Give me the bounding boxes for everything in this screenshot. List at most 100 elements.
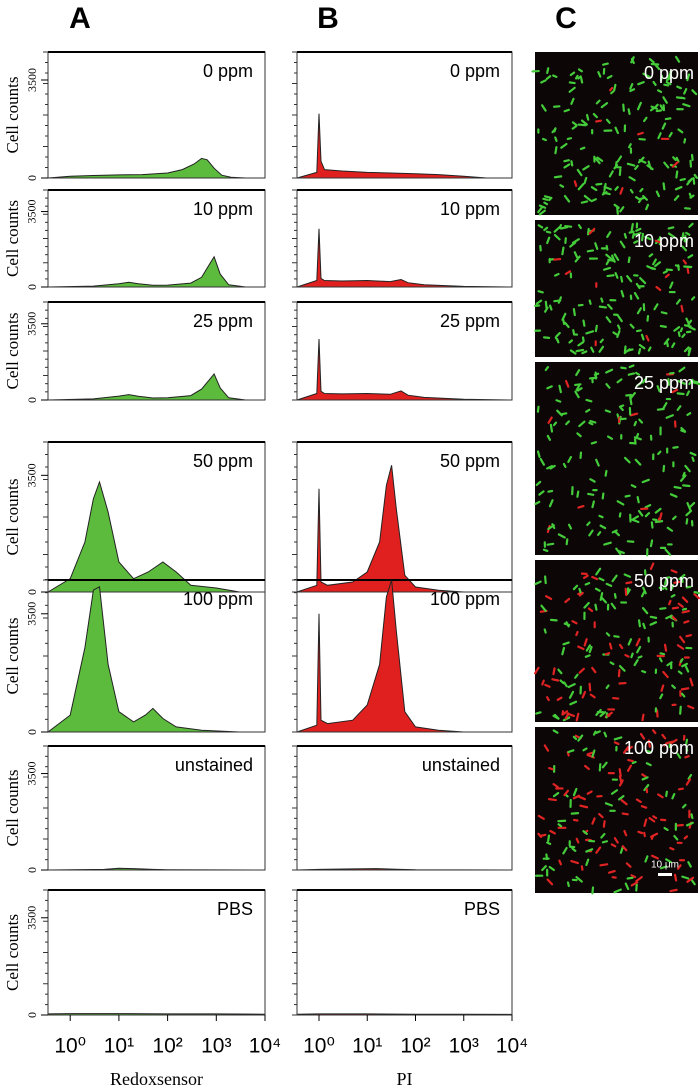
- cell: [620, 366, 627, 370]
- cell: [598, 345, 605, 353]
- cell: [567, 683, 576, 689]
- cell: [618, 768, 622, 778]
- cell: [667, 70, 673, 80]
- panel-label: B: [317, 2, 339, 35]
- cell: [654, 103, 659, 109]
- cell: [547, 416, 553, 424]
- y-axis-label: Cell counts: [3, 313, 22, 390]
- cell: [685, 518, 689, 525]
- cell: [553, 226, 561, 233]
- cell: [583, 176, 588, 185]
- cell: [576, 490, 580, 498]
- cell: [650, 521, 654, 529]
- cell: [623, 456, 631, 464]
- cell: [681, 596, 689, 603]
- cell: [588, 645, 593, 654]
- cell: [558, 859, 562, 866]
- cell: [671, 792, 676, 800]
- cell: [649, 539, 654, 548]
- cell: [599, 524, 607, 530]
- cell: [681, 609, 690, 614]
- cell: [607, 435, 614, 440]
- cell: [676, 823, 684, 827]
- histogram-fill: [297, 465, 464, 592]
- cell: [585, 330, 595, 335]
- cell: [572, 787, 578, 797]
- cell: [665, 858, 672, 864]
- cell: [537, 814, 545, 820]
- cell: [663, 83, 670, 87]
- cell: [677, 128, 684, 134]
- cell: [624, 882, 630, 891]
- cell: [672, 446, 679, 449]
- cell: [644, 235, 652, 241]
- cell: [693, 591, 700, 595]
- cell: [595, 182, 603, 186]
- cell: [621, 845, 628, 852]
- cell: [548, 304, 553, 311]
- cell: [548, 767, 554, 771]
- cell: [662, 670, 669, 679]
- cell: [572, 735, 578, 741]
- cell: [626, 876, 634, 880]
- x-tick-label: 10³: [201, 1035, 231, 1058]
- cell: [627, 256, 631, 264]
- cell: [562, 641, 570, 646]
- cell: [652, 80, 657, 86]
- cell: [668, 131, 673, 138]
- cell: [588, 376, 598, 380]
- cell: [611, 574, 618, 583]
- cell: [647, 346, 652, 352]
- cell: [691, 89, 698, 96]
- cells: [534, 364, 700, 557]
- cell: [685, 317, 691, 326]
- cell: [590, 346, 595, 353]
- annotation: PBS: [217, 899, 253, 919]
- cell: [638, 196, 646, 201]
- cell: [582, 747, 588, 752]
- cell: [686, 267, 690, 274]
- cell: [562, 710, 569, 716]
- cell: [660, 684, 665, 692]
- y-tick-label: 0: [25, 867, 39, 873]
- cell: [651, 729, 657, 735]
- cell: [643, 818, 648, 827]
- cell: [620, 799, 628, 806]
- cell: [683, 346, 690, 353]
- cell: [628, 230, 635, 234]
- cell: [678, 573, 686, 580]
- cell: [672, 156, 677, 162]
- cell: [688, 192, 693, 199]
- x-tick-label: 10¹: [352, 1035, 382, 1058]
- cell: [665, 790, 668, 798]
- cell: [686, 73, 691, 82]
- cell: [534, 500, 541, 506]
- cell: [535, 711, 542, 715]
- cell: [665, 576, 671, 580]
- y-tick-label: 0: [25, 397, 39, 403]
- cell: [679, 177, 686, 182]
- cell: [580, 865, 584, 871]
- cell: [614, 185, 619, 191]
- cell: [540, 104, 547, 112]
- cell: [683, 234, 687, 243]
- cell: [645, 749, 652, 753]
- cell: [564, 379, 570, 388]
- cell: [595, 846, 602, 854]
- cell: [567, 455, 573, 464]
- cell: [561, 246, 565, 256]
- cell: [598, 305, 607, 309]
- cell: [602, 820, 606, 828]
- cell: [614, 126, 619, 135]
- cell: [564, 321, 570, 329]
- scale-bar-label: 10 μm: [651, 860, 679, 871]
- cell: [542, 548, 549, 553]
- cell: [553, 175, 563, 179]
- cell: [606, 231, 612, 238]
- cell: [630, 881, 639, 887]
- cell: [685, 231, 691, 236]
- cell: [613, 203, 620, 209]
- cell: [657, 132, 662, 140]
- cell: [579, 146, 586, 151]
- cell: [594, 157, 601, 165]
